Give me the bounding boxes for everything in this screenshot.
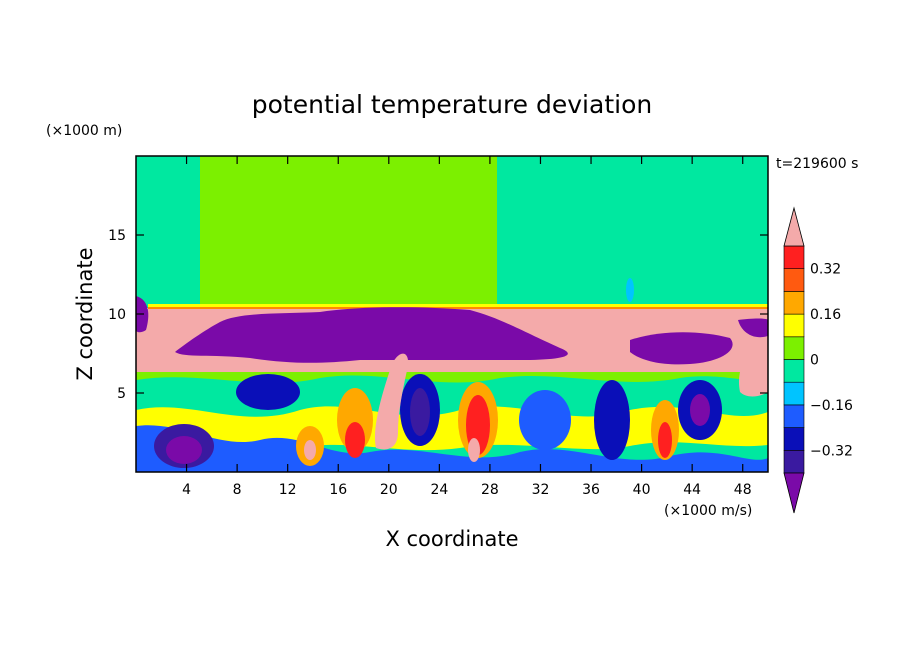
colorbar-max-arrow bbox=[783, 206, 805, 247]
colorbar-tick-label: −0.32 bbox=[810, 443, 853, 459]
x-tick-label: 16 bbox=[329, 482, 347, 498]
cold-swirl bbox=[166, 436, 202, 464]
x-tick-label: 36 bbox=[582, 482, 600, 498]
warm-plume bbox=[658, 422, 672, 458]
colorbar-bin bbox=[783, 359, 805, 383]
x-axis-ticks: 4 8 12 16 20 24 28 32 36 40 44 48 bbox=[182, 156, 752, 498]
warm-plume bbox=[468, 438, 480, 462]
y-tick-label: 5 bbox=[117, 386, 126, 402]
colorbar-min-arrow bbox=[783, 472, 805, 514]
warm-plume bbox=[304, 440, 316, 460]
tropopause-line-orange bbox=[148, 307, 768, 309]
cold-blob-main bbox=[175, 307, 568, 363]
x-tick-label: 24 bbox=[430, 482, 448, 498]
y-axis-label: Z coordinate bbox=[73, 247, 97, 380]
colorbar-bin bbox=[783, 336, 805, 360]
warm-plume-tall bbox=[374, 353, 409, 450]
y-axis-ticks: 5 10 15 bbox=[108, 228, 768, 402]
colorbar-bin bbox=[783, 381, 805, 406]
colorbar-bin bbox=[783, 313, 805, 338]
colorbar: 0.32 0.16 0 −0.16 −0.32 bbox=[783, 206, 853, 514]
y-tick-label: 15 bbox=[108, 228, 126, 244]
lower-blue-band bbox=[136, 425, 768, 472]
x-tick-label: 4 bbox=[182, 482, 191, 498]
upper-layer-warm-band bbox=[200, 156, 497, 306]
warm-plume bbox=[626, 278, 634, 302]
colorbar-tick-label: 0 bbox=[810, 353, 819, 369]
cold-blob-far-right bbox=[738, 318, 768, 338]
tropopause-line-yellow bbox=[148, 304, 768, 307]
cold-swirl bbox=[594, 380, 630, 460]
cold-swirl bbox=[519, 390, 571, 450]
warm-plume bbox=[345, 422, 365, 458]
x-tick-label: 12 bbox=[279, 482, 297, 498]
warm-plume-right bbox=[738, 350, 768, 397]
x-tick-label: 32 bbox=[532, 482, 550, 498]
cold-swirl bbox=[236, 374, 300, 410]
x-axis-label: X coordinate bbox=[385, 527, 518, 551]
colorbar-bin bbox=[783, 291, 805, 315]
temperature-field bbox=[136, 156, 768, 472]
cold-blob-right bbox=[630, 332, 733, 365]
colorbar-bin bbox=[783, 427, 805, 451]
x-tick-label: 8 bbox=[233, 482, 242, 498]
colorbar-bin bbox=[783, 245, 805, 270]
x-tick-label: 48 bbox=[734, 482, 752, 498]
colorbar-bin bbox=[783, 449, 805, 474]
x-tick-label: 40 bbox=[633, 482, 651, 498]
colorbar-tick-label: 0.16 bbox=[810, 307, 841, 323]
cold-swirl bbox=[410, 388, 430, 436]
x-unit-label: (×1000 m/s) bbox=[664, 503, 752, 519]
colorbar-bin bbox=[783, 268, 805, 292]
colorbar-tick-label: −0.16 bbox=[810, 398, 853, 414]
colorbar-tick-label: 0.32 bbox=[810, 262, 841, 278]
y-tick-label: 10 bbox=[108, 307, 126, 323]
x-tick-label: 28 bbox=[481, 482, 499, 498]
cold-swirl bbox=[690, 394, 710, 426]
time-label: t=219600 s bbox=[776, 156, 858, 172]
x-tick-label: 20 bbox=[380, 482, 398, 498]
x-tick-label: 44 bbox=[683, 482, 701, 498]
y-unit-label: (×1000 m) bbox=[46, 123, 122, 139]
chart-title: potential temperature deviation bbox=[252, 90, 652, 119]
colorbar-bin bbox=[783, 404, 805, 428]
